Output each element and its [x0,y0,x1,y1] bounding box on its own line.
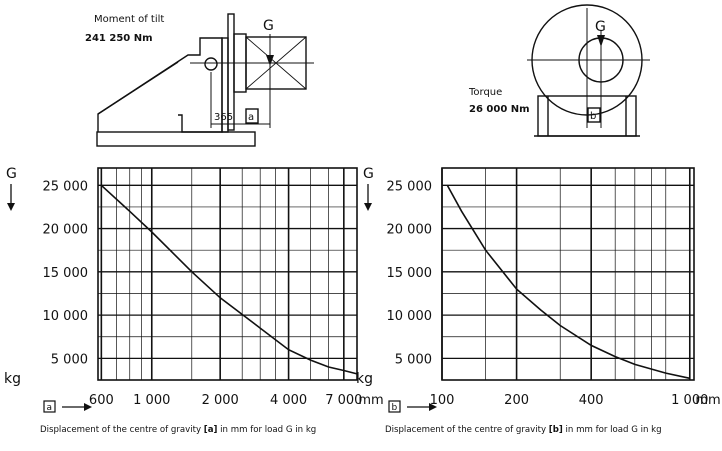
left-label-line2: 241 250 Nm [85,33,153,44]
y-tick-label: 15 000 [43,266,89,281]
chart-left: 25 000 20 000 15 000 10 000 5 000 600 1 000 2 0… [4,166,384,435]
left-dim-box [245,108,259,124]
plot-frame [97,167,358,381]
left-dim-box-label: a [248,112,254,123]
left-base [96,131,256,147]
axis-caption: Displacement of the centre of gravity [a… [40,425,316,435]
axis-box-label: a [47,403,53,413]
right-dim-box [587,107,601,123]
y-unit-label: kg [4,371,21,387]
x-tick-label: 2 000 [202,393,239,408]
y-axis-label: G [363,166,374,182]
x-tick-label: 600 [89,393,114,408]
y-axis-arrow-icon [7,203,15,211]
x-unit-label: mm [358,393,383,408]
x-tick-label: 400 [579,393,604,408]
x-tick-label: 1 000 [133,393,170,408]
y-tick-label: 25 000 [387,179,433,194]
x-tick-label: 7 000 [325,393,362,408]
y-unit-label: kg [356,371,373,387]
left-g-label: G [263,18,274,34]
y-axis-arrow-icon [364,203,372,211]
right-g-label: G [595,19,606,35]
left-pivot [204,57,218,71]
chart-right: 25 000 20 000 15 000 10 000 5 000 100 200 400 1 … [356,166,721,435]
y-tick-label: 10 000 [387,309,433,324]
left-bracket-edge [97,61,179,115]
right-label-line1: Torque [468,87,502,98]
right-label-line2: 26 000 Nm [469,104,530,115]
series-line [100,184,358,375]
right-g-arrow-icon [597,35,605,47]
right-diagram [527,4,650,137]
x-axis-arrow-icon [84,403,92,411]
x-unit-label: mm [695,393,720,408]
y-tick-label: 15 000 [387,266,433,281]
x-axis-arrow-icon [429,403,437,411]
y-tick-label: 10 000 [43,309,89,324]
y-tick-label: 20 000 [43,223,89,238]
left-label-line1: Moment of tilt [94,14,164,25]
x-tick-label: 4 000 [270,393,307,408]
left-bracket [97,37,223,133]
axis-box [388,400,401,413]
axis-box-label: b [392,403,398,413]
y-tick-label: 20 000 [387,223,433,238]
x-tick-label: 1 000 [671,393,708,408]
x-tick-label: 100 [430,393,455,408]
x-tick-label: 200 [504,393,529,408]
axis-caption: Displacement of the centre of gravity [b… [385,425,662,435]
left-dim-value: 365 [214,112,233,123]
y-tick-label: 25 000 [43,179,89,194]
plot-frame [441,167,695,381]
series-line [446,184,690,380]
axis-box [43,400,56,413]
y-tick-label: 5 000 [395,352,432,367]
left-diagram [96,13,314,147]
y-tick-label: 5 000 [51,352,88,367]
y-axis-label: G [6,166,17,182]
right-dim-box-label: b [590,111,596,122]
left-g-arrow-icon [266,55,274,66]
